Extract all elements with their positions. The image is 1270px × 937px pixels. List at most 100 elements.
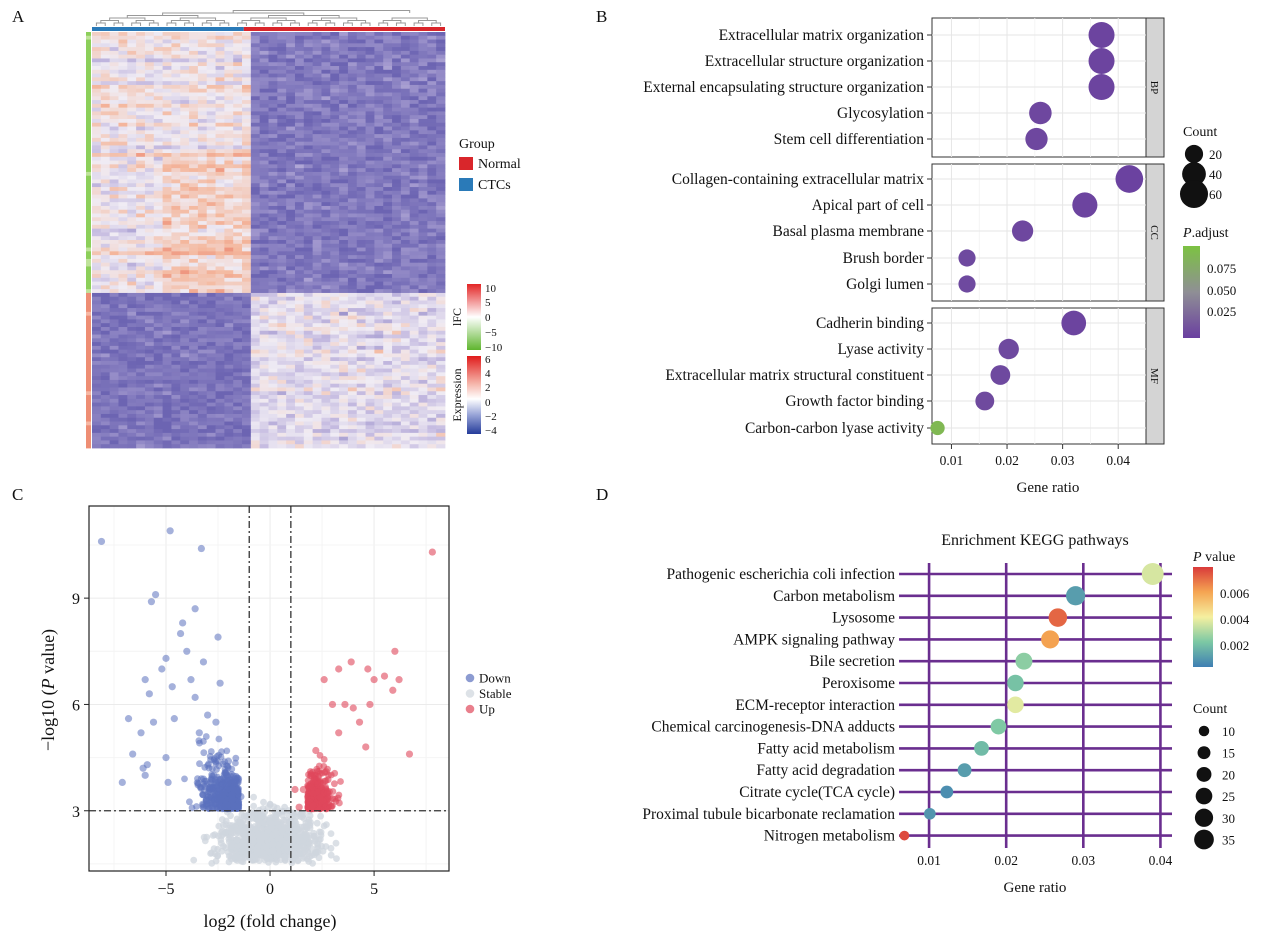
- heatmap-cell: [400, 153, 411, 158]
- heatmap-cell: [268, 130, 278, 135]
- heatmap-cell: [171, 73, 181, 78]
- heatmap-cell: [215, 425, 225, 430]
- heatmap-cell: [374, 183, 384, 188]
- heatmap-cell: [136, 224, 146, 230]
- heatmap-cell: [144, 262, 155, 267]
- heatmap-cell: [383, 164, 393, 169]
- heatmap-cell: [144, 35, 155, 40]
- heatmap-cell: [374, 69, 384, 74]
- heatmap-cell: [100, 39, 111, 44]
- heatmap-cell: [197, 262, 208, 267]
- heatmap-cell: [321, 413, 331, 419]
- heatmap-cell: [171, 156, 181, 161]
- heatmap-cell: [162, 410, 172, 415]
- heatmap-cell: [356, 156, 366, 161]
- heatmap-cell: [206, 62, 216, 67]
- heatmap-cell: [215, 361, 225, 366]
- heatmap-cell: [180, 190, 190, 196]
- heatmap-cell: [330, 115, 340, 120]
- heatmap-cell: [277, 73, 287, 78]
- heatmap-cell: [436, 187, 446, 192]
- heatmap-cell: [109, 130, 119, 135]
- heatmap-cell: [144, 395, 155, 400]
- heatmap-cell: [268, 77, 278, 82]
- heatmap-cell: [197, 92, 208, 97]
- heatmap-cell: [365, 84, 375, 90]
- heatmap-cell: [162, 247, 172, 252]
- heatmap-cell: [294, 432, 305, 438]
- heatmap-cell: [365, 100, 375, 105]
- heatmap-cell: [127, 198, 137, 203]
- heatmap-cell: [100, 383, 111, 388]
- heatmap-cell: [286, 168, 296, 173]
- heatmap-cell: [339, 285, 349, 290]
- heatmap-cell: [303, 387, 314, 392]
- heatmap-cell: [277, 395, 287, 400]
- heatmap-cell: [127, 183, 137, 188]
- heatmap-cell: [268, 402, 278, 407]
- heatmap-cell: [250, 73, 261, 78]
- heatmap-cell: [303, 361, 314, 366]
- heatmap-cell: [180, 149, 190, 154]
- heatmap-cell: [162, 224, 172, 230]
- heatmap-cell: [268, 84, 278, 90]
- heatmap-cell: [418, 281, 428, 286]
- heatmap-cell: [374, 35, 384, 40]
- heatmap-cell: [400, 300, 411, 305]
- heatmap-cell: [242, 81, 252, 86]
- heatmap-cell: [383, 160, 393, 165]
- heatmap-cell: [118, 300, 128, 305]
- heatmap-cell: [436, 277, 446, 282]
- heatmap-cell: [100, 221, 111, 226]
- heatmap-cell: [427, 398, 437, 404]
- heatmap-cell: [189, 100, 199, 105]
- heatmap-cell: [215, 334, 225, 339]
- heatmap-cell: [118, 73, 128, 78]
- heatmap-cell: [127, 107, 137, 112]
- heatmap-cell: [224, 402, 234, 407]
- heatmap-cell: [189, 190, 199, 196]
- heatmap-cell: [153, 213, 163, 218]
- heatmap-cell: [374, 379, 384, 385]
- lfc-annotation-cell: [86, 62, 91, 67]
- heatmap-cell: [400, 32, 411, 37]
- heatmap-cell: [383, 205, 393, 211]
- heatmap-cell: [189, 304, 199, 309]
- heatmap-cell: [153, 421, 163, 426]
- heatmap-cell: [118, 387, 128, 392]
- heatmap-cell: [162, 274, 172, 279]
- heatmap-cell: [409, 361, 419, 366]
- heatmap-cell: [197, 417, 208, 422]
- heatmap-cell: [171, 323, 181, 328]
- heatmap-cell: [312, 69, 322, 74]
- heatmap-cell: [427, 391, 437, 396]
- heatmap-cell: [436, 198, 446, 203]
- heatmap-cell: [409, 417, 419, 422]
- heatmap-cell: [365, 372, 375, 377]
- heatmap-cell: [242, 251, 252, 256]
- heatmap-cell: [312, 247, 322, 252]
- heatmap-cell: [171, 444, 181, 449]
- heatmap-cell: [294, 213, 305, 218]
- heatmap-cell: [144, 194, 155, 199]
- heatmap-cell: [321, 111, 331, 116]
- heatmap-cell: [233, 111, 243, 116]
- heatmap-cell: [100, 35, 111, 40]
- heatmap-cell: [436, 205, 446, 211]
- heatmap-cell: [250, 145, 261, 150]
- heatmap-cell: [418, 296, 428, 301]
- heatmap-cell: [118, 213, 128, 218]
- heatmap-cell: [92, 217, 102, 222]
- heatmap-cell: [400, 118, 411, 124]
- heatmap-cell: [180, 402, 190, 407]
- heatmap-cell: [109, 432, 119, 438]
- heatmap-cell: [180, 296, 190, 301]
- heatmap-cell: [418, 334, 428, 339]
- heatmap-cell: [418, 357, 428, 362]
- heatmap-cell: [259, 171, 269, 177]
- heatmap-cell: [259, 134, 269, 139]
- heatmap-cell: [250, 224, 261, 230]
- heatmap-cell: [136, 292, 146, 298]
- heatmap-cell: [215, 232, 225, 237]
- heatmap-cell: [277, 425, 287, 430]
